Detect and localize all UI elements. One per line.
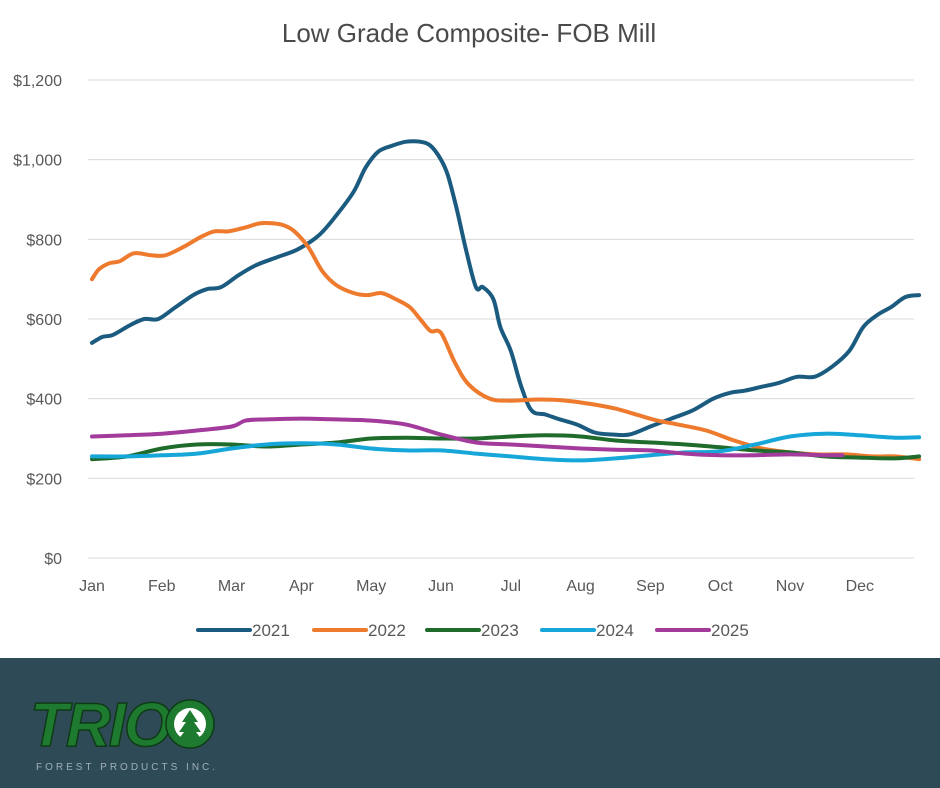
series-line-2021 xyxy=(90,139,922,438)
x-tick-label: Aug xyxy=(566,578,594,595)
footer-bar: TRIO FOREST PRODUCTS INC. xyxy=(0,658,940,788)
logo-wordmark: TRIO xyxy=(30,691,172,760)
legend-label: 2025 xyxy=(711,621,749,640)
series-line-2024 xyxy=(90,431,922,463)
y-tick-label: $1,200 xyxy=(13,73,62,90)
x-tick-label: Oct xyxy=(708,578,733,595)
y-tick-label: $1,000 xyxy=(13,153,62,170)
legend-label: 2021 xyxy=(252,621,290,640)
series-line-2025 xyxy=(90,416,845,458)
legend: 2021 2022 2023 2024 2025 xyxy=(196,621,749,640)
y-tick-label: $0 xyxy=(44,551,62,568)
x-axis-ticks: Jan Feb Mar Apr May Jun Jul Aug Sep Oct Nov Dec xyxy=(79,578,874,595)
x-tick-label: Jul xyxy=(501,578,521,595)
x-tick-label: Nov xyxy=(776,578,804,595)
logo-tagline: FOREST PRODUCTS INC. xyxy=(36,762,218,773)
x-tick-label: Dec xyxy=(846,578,874,595)
x-tick-label: Jun xyxy=(428,578,454,595)
x-tick-label: Jan xyxy=(79,578,105,595)
series-lines xyxy=(90,139,922,463)
logo-tree-icon xyxy=(165,699,215,749)
chart-area: Low Grade Composite- FOB Mill $0 $200 $400… xyxy=(13,18,922,640)
line-chart: Low Grade Composite- FOB Mill $0 $200 $400… xyxy=(13,18,922,640)
series-line-2022 xyxy=(90,221,922,462)
chart-title: Low Grade Composite- FOB Mill xyxy=(282,18,656,48)
gridlines xyxy=(88,79,914,559)
legend-label: 2023 xyxy=(481,621,519,640)
trio-logo: TRIO FOREST PRODUCTS INC. xyxy=(26,688,226,778)
x-tick-label: May xyxy=(356,578,386,595)
x-tick-label: Feb xyxy=(148,578,176,595)
x-tick-label: Sep xyxy=(636,578,665,595)
x-tick-label: Apr xyxy=(289,578,315,595)
y-tick-label: $600 xyxy=(26,312,62,329)
y-tick-label: $400 xyxy=(26,392,62,409)
y-tick-label: $800 xyxy=(26,232,62,249)
legend-label: 2022 xyxy=(368,621,406,640)
y-axis-ticks: $0 $200 $400 $600 $800 $1,000 $1,200 xyxy=(13,73,62,568)
x-tick-label: Mar xyxy=(218,578,246,595)
legend-label: 2024 xyxy=(596,621,634,640)
y-tick-label: $200 xyxy=(26,471,62,488)
